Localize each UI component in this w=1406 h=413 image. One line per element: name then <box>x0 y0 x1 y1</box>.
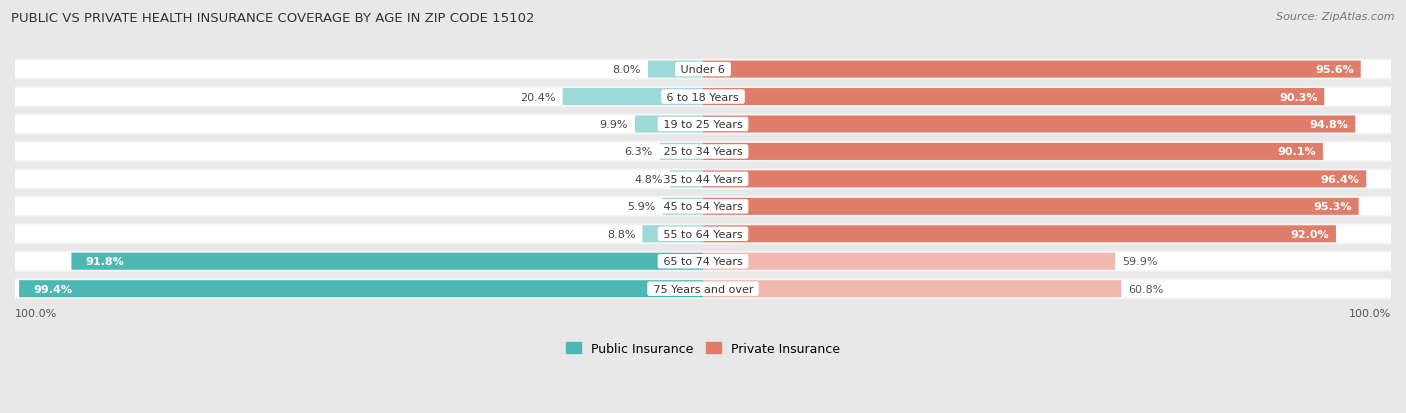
Text: 6.3%: 6.3% <box>624 147 652 157</box>
FancyBboxPatch shape <box>703 198 1391 215</box>
FancyBboxPatch shape <box>643 226 703 243</box>
FancyBboxPatch shape <box>15 142 1391 162</box>
Text: 99.4%: 99.4% <box>32 284 72 294</box>
Text: 55 to 64 Years: 55 to 64 Years <box>659 229 747 239</box>
Text: 8.8%: 8.8% <box>607 229 636 239</box>
FancyBboxPatch shape <box>703 89 1324 106</box>
FancyBboxPatch shape <box>15 280 703 297</box>
Text: Under 6: Under 6 <box>678 65 728 75</box>
FancyBboxPatch shape <box>15 169 1391 190</box>
FancyBboxPatch shape <box>15 87 1391 108</box>
FancyBboxPatch shape <box>15 279 1391 299</box>
FancyBboxPatch shape <box>703 62 1361 78</box>
Text: 6 to 18 Years: 6 to 18 Years <box>664 93 742 102</box>
FancyBboxPatch shape <box>15 62 703 78</box>
Text: 20.4%: 20.4% <box>520 93 555 102</box>
Text: 19 to 25 Years: 19 to 25 Years <box>659 120 747 130</box>
FancyBboxPatch shape <box>15 89 703 106</box>
Text: Source: ZipAtlas.com: Source: ZipAtlas.com <box>1277 12 1395 22</box>
Text: 90.1%: 90.1% <box>1278 147 1316 157</box>
FancyBboxPatch shape <box>659 144 703 161</box>
Text: 94.8%: 94.8% <box>1309 120 1348 130</box>
Text: 95.6%: 95.6% <box>1315 65 1354 75</box>
FancyBboxPatch shape <box>703 144 1323 161</box>
FancyBboxPatch shape <box>72 253 703 270</box>
Text: 4.8%: 4.8% <box>634 174 664 185</box>
Text: 60.8%: 60.8% <box>1128 284 1164 294</box>
FancyBboxPatch shape <box>703 116 1355 133</box>
FancyBboxPatch shape <box>703 226 1336 243</box>
Text: PUBLIC VS PRIVATE HEALTH INSURANCE COVERAGE BY AGE IN ZIP CODE 15102: PUBLIC VS PRIVATE HEALTH INSURANCE COVER… <box>11 12 534 25</box>
FancyBboxPatch shape <box>648 62 703 78</box>
FancyBboxPatch shape <box>15 116 703 133</box>
Text: 92.0%: 92.0% <box>1291 229 1329 239</box>
FancyBboxPatch shape <box>703 144 1391 161</box>
FancyBboxPatch shape <box>15 253 703 270</box>
FancyBboxPatch shape <box>15 251 1391 272</box>
FancyBboxPatch shape <box>703 280 1391 297</box>
FancyBboxPatch shape <box>15 197 1391 217</box>
FancyBboxPatch shape <box>703 171 1391 188</box>
FancyBboxPatch shape <box>636 116 703 133</box>
FancyBboxPatch shape <box>15 224 1391 244</box>
Text: 35 to 44 Years: 35 to 44 Years <box>659 174 747 185</box>
Text: 100.0%: 100.0% <box>1348 309 1391 319</box>
FancyBboxPatch shape <box>15 198 703 215</box>
Text: 8.0%: 8.0% <box>613 65 641 75</box>
Text: 5.9%: 5.9% <box>627 202 655 212</box>
Text: 90.3%: 90.3% <box>1279 93 1317 102</box>
Text: 9.9%: 9.9% <box>599 120 628 130</box>
FancyBboxPatch shape <box>15 171 703 188</box>
FancyBboxPatch shape <box>15 114 1391 135</box>
FancyBboxPatch shape <box>703 226 1391 243</box>
FancyBboxPatch shape <box>703 198 1358 215</box>
FancyBboxPatch shape <box>703 89 1391 106</box>
FancyBboxPatch shape <box>662 198 703 215</box>
FancyBboxPatch shape <box>15 226 703 243</box>
FancyBboxPatch shape <box>562 89 703 106</box>
FancyBboxPatch shape <box>703 253 1115 270</box>
Text: 95.3%: 95.3% <box>1313 202 1351 212</box>
Text: 75 Years and over: 75 Years and over <box>650 284 756 294</box>
FancyBboxPatch shape <box>703 253 1391 270</box>
FancyBboxPatch shape <box>20 280 703 297</box>
Text: 100.0%: 100.0% <box>15 309 58 319</box>
Text: 91.8%: 91.8% <box>86 256 124 267</box>
FancyBboxPatch shape <box>671 171 703 188</box>
FancyBboxPatch shape <box>15 144 703 161</box>
FancyBboxPatch shape <box>703 280 1122 297</box>
Text: 96.4%: 96.4% <box>1320 174 1360 185</box>
Text: 25 to 34 Years: 25 to 34 Years <box>659 147 747 157</box>
Text: 59.9%: 59.9% <box>1122 256 1157 267</box>
FancyBboxPatch shape <box>703 116 1391 133</box>
Text: 45 to 54 Years: 45 to 54 Years <box>659 202 747 212</box>
FancyBboxPatch shape <box>703 171 1367 188</box>
FancyBboxPatch shape <box>703 62 1391 78</box>
Legend: Public Insurance, Private Insurance: Public Insurance, Private Insurance <box>561 337 845 360</box>
FancyBboxPatch shape <box>15 59 1391 81</box>
Text: 65 to 74 Years: 65 to 74 Years <box>659 256 747 267</box>
